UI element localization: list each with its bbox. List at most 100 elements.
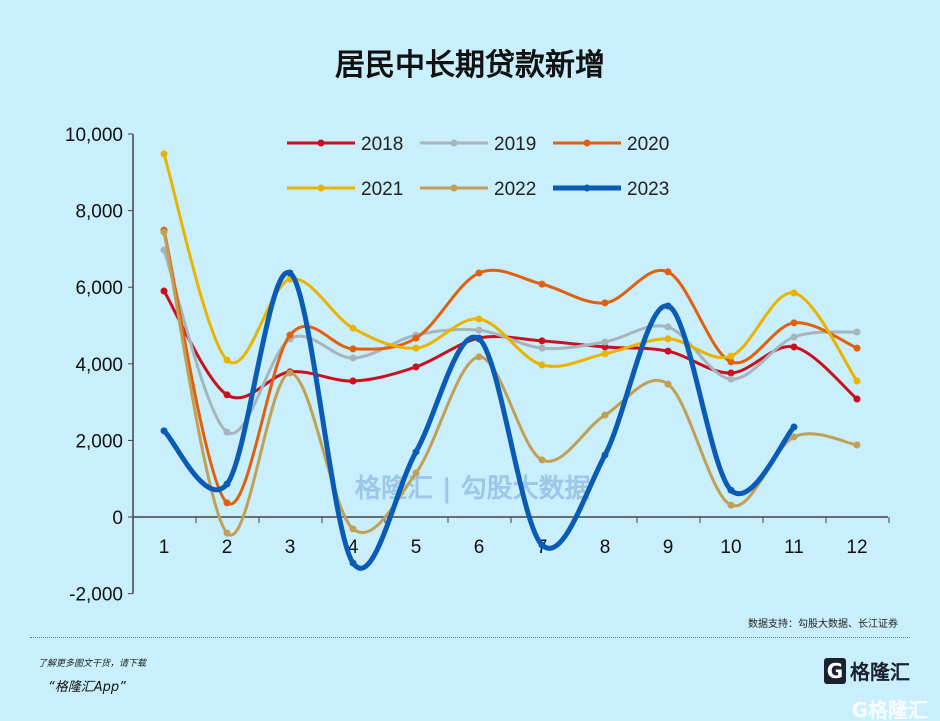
data-point xyxy=(790,423,798,431)
legend-item-2019: 2019 xyxy=(420,134,536,155)
brand-logo: G 格隆汇 xyxy=(824,656,910,685)
data-point xyxy=(160,427,168,435)
logo-text: 格隆汇 xyxy=(850,660,910,684)
logo-mark: G xyxy=(824,657,846,684)
data-point xyxy=(538,337,546,345)
data-point xyxy=(412,334,420,342)
x-tick-label: 10 xyxy=(720,537,741,558)
promo-app-name: “格隆汇App” xyxy=(48,680,126,695)
data-point xyxy=(412,344,420,352)
chart-title: 居民中长期贷款新增 xyxy=(335,48,605,83)
data-point xyxy=(790,433,798,441)
data-point xyxy=(538,344,546,352)
data-point xyxy=(412,448,420,456)
data-point xyxy=(538,280,546,288)
data-point xyxy=(664,268,672,276)
legend-label: 2019 xyxy=(494,134,536,155)
data-point xyxy=(349,345,357,353)
legend-marker xyxy=(450,139,458,147)
legend-marker xyxy=(583,139,591,147)
series-2021 xyxy=(160,150,861,385)
data-point xyxy=(160,150,168,158)
series-2022 xyxy=(160,228,861,537)
data-point xyxy=(349,324,357,332)
data-point xyxy=(727,486,735,494)
data-point xyxy=(475,326,483,334)
data-point xyxy=(853,441,861,449)
data-point xyxy=(727,358,735,366)
series-line-2022 xyxy=(162,230,859,537)
data-point xyxy=(790,289,798,297)
data-point xyxy=(223,499,231,507)
divider xyxy=(30,637,910,638)
y-tick-label: 4,000 xyxy=(75,355,123,376)
data-point xyxy=(412,363,420,371)
y-tick-label: 6,000 xyxy=(75,278,123,299)
data-source: 数据支持：勾股大数据、长江证券 xyxy=(748,619,898,630)
data-point xyxy=(664,380,672,388)
legend-label: 2018 xyxy=(361,134,403,155)
x-tick-label: 6 xyxy=(474,537,485,558)
data-point xyxy=(538,361,546,369)
x-tick-label: 2 xyxy=(222,537,233,558)
y-tick-label: 8,000 xyxy=(75,202,123,223)
legend-marker xyxy=(317,139,325,147)
x-tick-label: 12 xyxy=(846,537,867,558)
legend-label: 2023 xyxy=(627,179,669,200)
data-point xyxy=(601,411,609,419)
promo-text: 了解更多图文干货，请下载 xyxy=(38,659,147,669)
legend-marker xyxy=(317,184,325,192)
data-point xyxy=(538,541,546,549)
data-point xyxy=(790,319,798,327)
series-line-2021 xyxy=(162,152,859,383)
x-tick-label: 4 xyxy=(348,537,359,558)
data-point xyxy=(223,391,231,399)
data-point xyxy=(475,353,483,361)
series-line-2023 xyxy=(161,270,797,571)
data-point xyxy=(853,344,861,352)
data-point xyxy=(664,347,672,355)
legend-label: 2020 xyxy=(627,134,669,155)
y-tick-label: 0 xyxy=(112,508,123,529)
data-point xyxy=(286,369,294,377)
legend-label: 2021 xyxy=(361,179,403,200)
data-point xyxy=(160,228,168,236)
data-point xyxy=(475,269,483,277)
data-point xyxy=(664,302,672,310)
data-point xyxy=(727,375,735,383)
data-point xyxy=(790,343,798,351)
data-point xyxy=(223,480,231,488)
data-point xyxy=(223,356,231,364)
data-point xyxy=(349,525,357,533)
legend-marker xyxy=(450,184,458,192)
data-point xyxy=(475,315,483,323)
data-point xyxy=(601,299,609,307)
y-tick-label: -2,000 xyxy=(69,585,123,606)
legend-label: 2022 xyxy=(494,179,536,200)
data-point xyxy=(286,331,294,339)
series-2020 xyxy=(160,226,861,507)
data-point xyxy=(727,501,735,509)
data-point xyxy=(412,469,420,477)
x-tick-label: 5 xyxy=(411,537,422,558)
data-point xyxy=(349,354,357,362)
legend-item-2021: 2021 xyxy=(287,179,403,200)
data-point xyxy=(223,529,231,537)
x-tick-label: 11 xyxy=(784,537,804,558)
legend-item-2022: 2022 xyxy=(420,179,536,200)
data-point xyxy=(853,328,861,336)
data-point xyxy=(664,335,672,343)
data-point xyxy=(601,343,609,351)
x-tick-label: 8 xyxy=(600,537,611,558)
data-point xyxy=(727,369,735,377)
data-point xyxy=(475,335,483,343)
data-point xyxy=(349,377,357,385)
x-tick-label: 3 xyxy=(285,537,296,558)
y-tick-label: 10,000 xyxy=(65,125,123,146)
data-point xyxy=(664,323,672,331)
data-point xyxy=(790,333,798,341)
series-2023 xyxy=(160,269,798,571)
data-point xyxy=(160,287,168,295)
